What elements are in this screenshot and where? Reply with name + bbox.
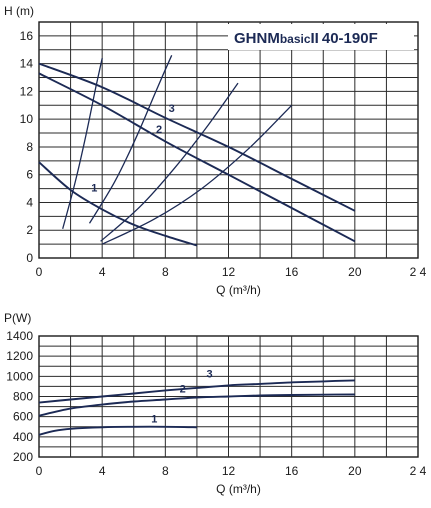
x-axis-label: Q (m³/h) bbox=[216, 482, 261, 496]
y-tick-label: 1000 bbox=[6, 369, 33, 383]
y-tick-label: 14 bbox=[20, 57, 34, 71]
x-tick-label: 2 4 bbox=[410, 464, 427, 478]
x-tick-label: 12 bbox=[222, 464, 236, 478]
system-curve bbox=[88, 55, 173, 224]
y-tick-label: 16 bbox=[20, 29, 34, 43]
curve-label: 1 bbox=[91, 182, 97, 194]
chart-title: GHNMbasicII 40-190F bbox=[234, 30, 378, 47]
x-tick-label: 8 bbox=[162, 464, 169, 478]
x-tick-label: 20 bbox=[348, 464, 362, 478]
y-tick-label: 10 bbox=[20, 112, 34, 126]
curve-label: 2 bbox=[180, 383, 186, 395]
y-tick-label: 0 bbox=[26, 251, 33, 265]
title-background bbox=[228, 24, 414, 50]
x-tick-label: 20 bbox=[348, 265, 362, 279]
power-chart: 0 4 8 12 16 20 2 4200400600800100012001400P(W)… bbox=[4, 311, 427, 496]
chart-title-bars: II bbox=[311, 30, 319, 47]
x-tick-label: 4 bbox=[99, 464, 106, 478]
y-tick-label: 6 bbox=[26, 168, 33, 182]
y-tick-label: 1200 bbox=[6, 349, 33, 363]
y-tick-label: 200 bbox=[13, 450, 33, 464]
curve-label: 1 bbox=[151, 414, 157, 426]
x-axis-label: Q (m³/h) bbox=[216, 283, 261, 297]
series-line-2 bbox=[38, 393, 355, 417]
y-tick-label: 8 bbox=[26, 140, 33, 154]
system-curve bbox=[101, 104, 293, 245]
system-curve bbox=[100, 82, 239, 242]
y-tick-label: 4 bbox=[26, 195, 33, 209]
y-tick-label: 800 bbox=[13, 390, 33, 404]
y-axis-label: H (m) bbox=[4, 4, 34, 18]
y-tick-label: 600 bbox=[13, 410, 33, 424]
x-tick-label: 2 4 bbox=[410, 265, 427, 279]
chart-title-main: GHNM bbox=[234, 30, 280, 47]
y-tick-label: 12 bbox=[20, 84, 34, 98]
x-tick-label: 12 bbox=[222, 265, 236, 279]
x-tick-label: 8 bbox=[162, 265, 169, 279]
series-line-1 bbox=[38, 161, 198, 247]
x-tick-label: 4 bbox=[99, 265, 106, 279]
system-curve bbox=[62, 57, 103, 229]
curve-label: 2 bbox=[156, 124, 162, 136]
chart-title-model: 40-190F bbox=[322, 30, 378, 47]
x-tick-label: 0 bbox=[36, 464, 43, 478]
series-line-3 bbox=[38, 62, 356, 212]
chart-title-sub: basic bbox=[280, 32, 311, 46]
series-line-3 bbox=[38, 379, 355, 404]
x-tick-label: 16 bbox=[285, 265, 299, 279]
curve-label: 3 bbox=[169, 103, 175, 115]
series-line-2 bbox=[38, 72, 356, 243]
x-tick-label: 16 bbox=[285, 464, 299, 478]
curve-label: 3 bbox=[206, 368, 212, 380]
y-tick-label: 400 bbox=[13, 430, 33, 444]
series-line-1 bbox=[38, 425, 197, 436]
y-tick-label: 2 bbox=[26, 223, 33, 237]
y-axis-label: P(W) bbox=[4, 311, 31, 325]
x-tick-label: 0 bbox=[36, 265, 43, 279]
y-tick-label: 1400 bbox=[6, 329, 33, 343]
